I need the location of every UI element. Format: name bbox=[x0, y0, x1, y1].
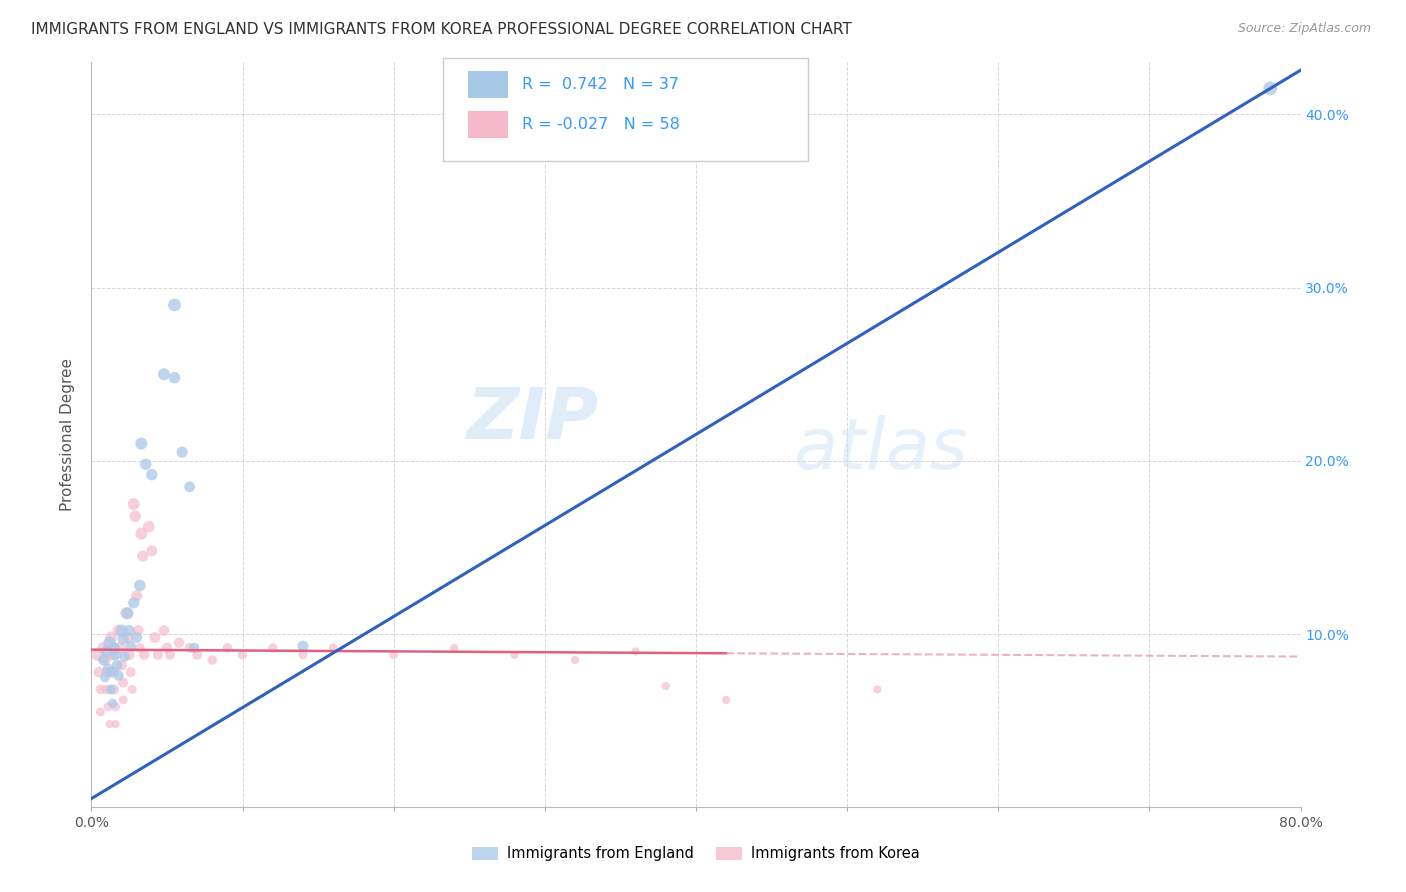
Point bbox=[107, 624, 129, 638]
Point bbox=[97, 699, 120, 714]
Point bbox=[201, 653, 224, 667]
Point bbox=[262, 640, 284, 655]
Point bbox=[125, 631, 148, 645]
Point bbox=[86, 648, 108, 662]
Point bbox=[443, 640, 465, 655]
Point bbox=[100, 631, 122, 645]
Point bbox=[100, 665, 122, 680]
Point bbox=[128, 640, 150, 655]
Point bbox=[122, 596, 145, 610]
Point bbox=[134, 648, 156, 662]
Point bbox=[112, 632, 135, 647]
Point bbox=[135, 458, 157, 472]
Point bbox=[94, 653, 117, 667]
Point bbox=[382, 648, 405, 662]
Legend: Immigrants from England, Immigrants from Korea: Immigrants from England, Immigrants from… bbox=[467, 840, 925, 867]
Point bbox=[124, 509, 146, 524]
Point bbox=[111, 658, 132, 673]
Point bbox=[159, 648, 181, 662]
Text: R = -0.027   N = 58: R = -0.027 N = 58 bbox=[522, 118, 679, 132]
Point bbox=[129, 436, 152, 450]
Point bbox=[125, 589, 148, 603]
Point bbox=[292, 648, 315, 662]
Point bbox=[322, 640, 344, 655]
Point bbox=[624, 644, 647, 658]
Point bbox=[1260, 81, 1282, 95]
Point bbox=[115, 607, 138, 621]
Point bbox=[564, 653, 586, 667]
Point bbox=[714, 693, 737, 707]
Point bbox=[96, 682, 118, 697]
Point bbox=[153, 368, 176, 382]
Point bbox=[93, 653, 115, 667]
Point bbox=[292, 639, 315, 653]
Point bbox=[112, 693, 135, 707]
Point bbox=[183, 640, 205, 655]
Point bbox=[107, 668, 129, 682]
Point bbox=[163, 298, 186, 312]
Point bbox=[179, 480, 201, 494]
Point bbox=[143, 631, 166, 645]
Point bbox=[98, 636, 121, 650]
Point bbox=[122, 497, 145, 511]
Point bbox=[120, 665, 142, 680]
Point bbox=[128, 578, 150, 592]
Point bbox=[104, 717, 127, 731]
Point bbox=[112, 675, 135, 690]
Text: R =  0.742   N = 37: R = 0.742 N = 37 bbox=[522, 78, 679, 92]
Point bbox=[153, 624, 176, 638]
Point bbox=[217, 640, 239, 655]
Point bbox=[87, 665, 110, 680]
Point bbox=[103, 682, 125, 697]
Point bbox=[163, 370, 186, 384]
Point bbox=[101, 696, 124, 710]
Point bbox=[105, 658, 128, 673]
Point bbox=[100, 682, 122, 697]
Point bbox=[94, 670, 117, 684]
Point bbox=[103, 665, 125, 680]
Point bbox=[129, 526, 152, 541]
Point bbox=[121, 682, 143, 697]
Point bbox=[132, 549, 155, 563]
Point bbox=[117, 631, 139, 645]
Point bbox=[146, 648, 169, 662]
Point bbox=[654, 679, 676, 693]
Point bbox=[866, 682, 889, 697]
Point bbox=[117, 607, 139, 621]
Point bbox=[179, 640, 201, 655]
Text: Source: ZipAtlas.com: Source: ZipAtlas.com bbox=[1237, 22, 1371, 36]
Point bbox=[111, 624, 132, 638]
Point bbox=[156, 640, 179, 655]
Point bbox=[108, 640, 131, 655]
Point bbox=[186, 648, 208, 662]
Point bbox=[89, 705, 111, 719]
Point bbox=[120, 639, 142, 653]
Text: IMMIGRANTS FROM ENGLAND VS IMMIGRANTS FROM KOREA PROFESSIONAL DEGREE CORRELATION: IMMIGRANTS FROM ENGLAND VS IMMIGRANTS FR… bbox=[31, 22, 852, 37]
Point bbox=[127, 624, 149, 638]
Text: ZIP: ZIP bbox=[467, 385, 599, 454]
Point bbox=[138, 519, 160, 533]
Point bbox=[167, 636, 190, 650]
Point bbox=[141, 544, 163, 558]
Point bbox=[503, 648, 526, 662]
Point bbox=[172, 445, 194, 459]
Point bbox=[93, 640, 115, 655]
Point bbox=[96, 665, 118, 680]
Point bbox=[101, 648, 124, 662]
Text: atlas: atlas bbox=[793, 416, 967, 484]
Point bbox=[104, 699, 127, 714]
Point bbox=[96, 644, 118, 658]
Y-axis label: Professional Degree: Professional Degree bbox=[60, 359, 76, 511]
Point bbox=[118, 648, 141, 662]
Point bbox=[98, 717, 121, 731]
Point bbox=[89, 682, 111, 697]
Point bbox=[118, 624, 141, 638]
Point bbox=[97, 662, 120, 676]
Point bbox=[104, 648, 127, 662]
Point bbox=[103, 640, 125, 655]
Point bbox=[141, 467, 163, 482]
Point bbox=[231, 648, 253, 662]
Point bbox=[114, 649, 136, 664]
